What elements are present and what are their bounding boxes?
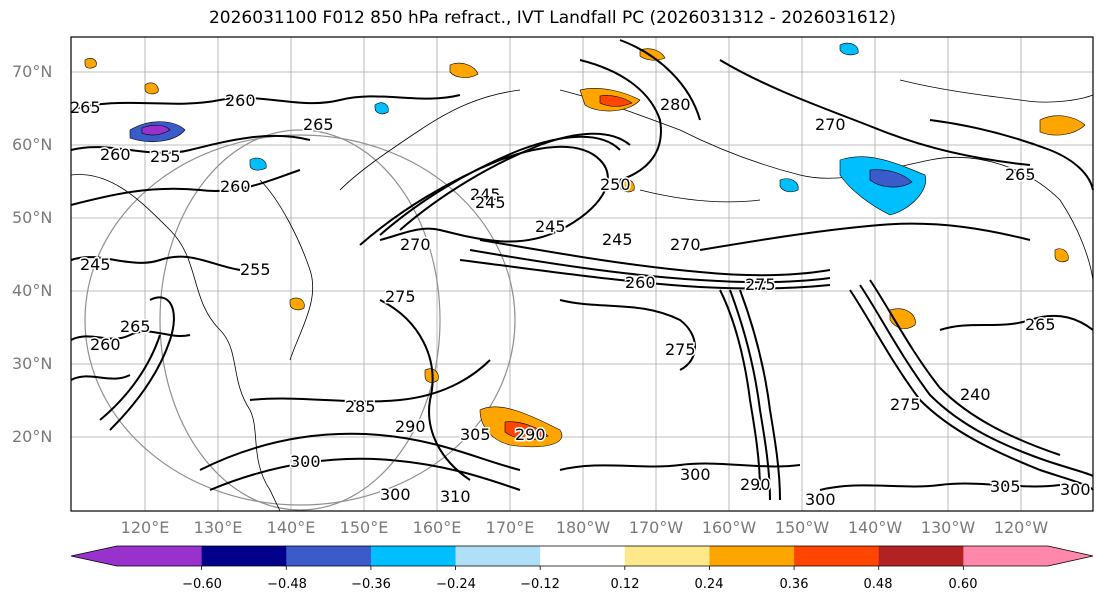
contour-label: 265: [303, 115, 334, 134]
colorbar-swatch: [709, 546, 795, 566]
map-background: [71, 37, 1093, 511]
contour-label: 260: [90, 335, 121, 354]
colorbar-swatch: [201, 546, 287, 566]
contour-label: 300: [805, 490, 836, 509]
lon-label-160e: 160°E: [412, 518, 462, 537]
contour-label: 265: [1005, 165, 1036, 184]
contour-label: 300: [1060, 480, 1091, 499]
colorbar-extend-max: [1048, 546, 1093, 566]
lon-label-140w: 140°W: [847, 518, 903, 537]
colorbar-tick-label: 0.12: [610, 577, 640, 592]
colorbar-swatch: [117, 546, 203, 566]
colorbar-swatch: [370, 546, 457, 566]
colorbar-tick-label: −0.36: [351, 577, 391, 592]
lon-label-180w: 180°W: [555, 518, 611, 537]
lon-label-130e: 130°E: [193, 518, 243, 537]
lon-label-120e: 120°E: [120, 518, 170, 537]
contour-label: 300: [680, 465, 711, 484]
colorbar-swatch: [794, 546, 880, 566]
contour-label: 245: [80, 255, 111, 274]
lon-label-170e: 170°E: [485, 518, 535, 537]
lat-label-70n: 70°N: [12, 62, 53, 81]
lon-label-170w: 170°W: [628, 518, 684, 537]
contour-label: 265: [70, 98, 101, 117]
colorbar-swatch: [878, 546, 964, 566]
colorbar-tick-label: −0.24: [436, 577, 476, 592]
lat-label-60n: 60°N: [12, 135, 53, 154]
contour-label: 275: [385, 287, 416, 306]
contour-label: 290: [515, 425, 546, 444]
colorbar-swatch: [286, 546, 372, 566]
contour-label: 245: [475, 193, 506, 212]
lat-label-40n: 40°N: [12, 281, 53, 300]
contour-label: 300: [290, 452, 321, 471]
contour-label: 305: [990, 477, 1021, 496]
contour-label: 260: [625, 273, 656, 292]
lat-label-30n: 30°N: [12, 354, 53, 373]
contour-label: 270: [670, 235, 701, 254]
contour-label: 270: [815, 115, 846, 134]
colorbar-extend-min: [71, 546, 117, 566]
colorbar-tick-label: −0.12: [520, 577, 560, 592]
contour-label: 245: [602, 230, 633, 249]
contour-label: 260: [220, 177, 251, 196]
contour-labels: 265 2602552602652602452452502452452702702…: [69, 90, 1093, 511]
lon-label-150w: 150°W: [774, 518, 830, 537]
contour-label: 280: [660, 95, 691, 114]
colorbar-swatch: [624, 546, 710, 566]
contour-label: 245: [535, 217, 566, 236]
contour-label: 255: [150, 147, 181, 166]
filled-patches: [84, 42, 1086, 448]
contour-label: 245: [470, 185, 501, 204]
lon-label-140e: 140°E: [266, 518, 316, 537]
colorbar-tick-label: 0.36: [779, 577, 809, 592]
map-border: [70, 36, 1094, 512]
colorbar-swatch: [455, 546, 541, 566]
contour-label: 275: [665, 340, 696, 359]
contour-label: 290: [740, 475, 771, 494]
contour-label: 260: [225, 91, 256, 110]
colorbar-tick-label: 0.60: [948, 577, 978, 592]
range-circles: [84, 129, 516, 511]
lon-label-150e: 150°E: [339, 518, 389, 537]
colorbar-swatch: [963, 546, 1049, 566]
graticule: [71, 37, 1093, 511]
contour-label: 260: [100, 145, 131, 164]
contour-label: 305: [460, 425, 491, 444]
colorbar-tick-label: −0.60: [182, 577, 222, 592]
map-title: 2026031100 F012 850 hPa refract., IVT La…: [208, 8, 896, 28]
colorbar-swatch: [540, 546, 626, 566]
contour-label: 300: [380, 485, 411, 504]
contour-label: 275: [890, 395, 921, 414]
lon-label-160w: 160°W: [701, 518, 757, 537]
lon-label-120w: 120°W: [993, 518, 1049, 537]
contour-label: 265: [120, 317, 151, 336]
contour-label: 240: [960, 385, 991, 404]
contour-label: 270: [400, 235, 431, 254]
colorbar: [70, 545, 1094, 570]
contour-label: 275: [745, 275, 776, 294]
lat-label-20n: 20°N: [12, 427, 53, 446]
colorbar-tick-label: 0.48: [863, 577, 893, 592]
contour-label: 285: [345, 397, 376, 416]
contour-label: 250: [600, 175, 631, 194]
lon-label-130w: 130°W: [920, 518, 976, 537]
contour-label: 265: [1025, 315, 1056, 334]
contour-label: 310: [440, 487, 471, 506]
colorbar-tick-label: −0.48: [267, 577, 307, 592]
contour-label: 255: [240, 260, 271, 279]
contour-label: 290: [395, 417, 426, 436]
contour-lines: [70, 39, 1094, 501]
colorbar-tick-label: 0.24: [694, 577, 724, 592]
colorbar-outline: [70, 545, 1094, 567]
lat-label-50n: 50°N: [12, 208, 53, 227]
